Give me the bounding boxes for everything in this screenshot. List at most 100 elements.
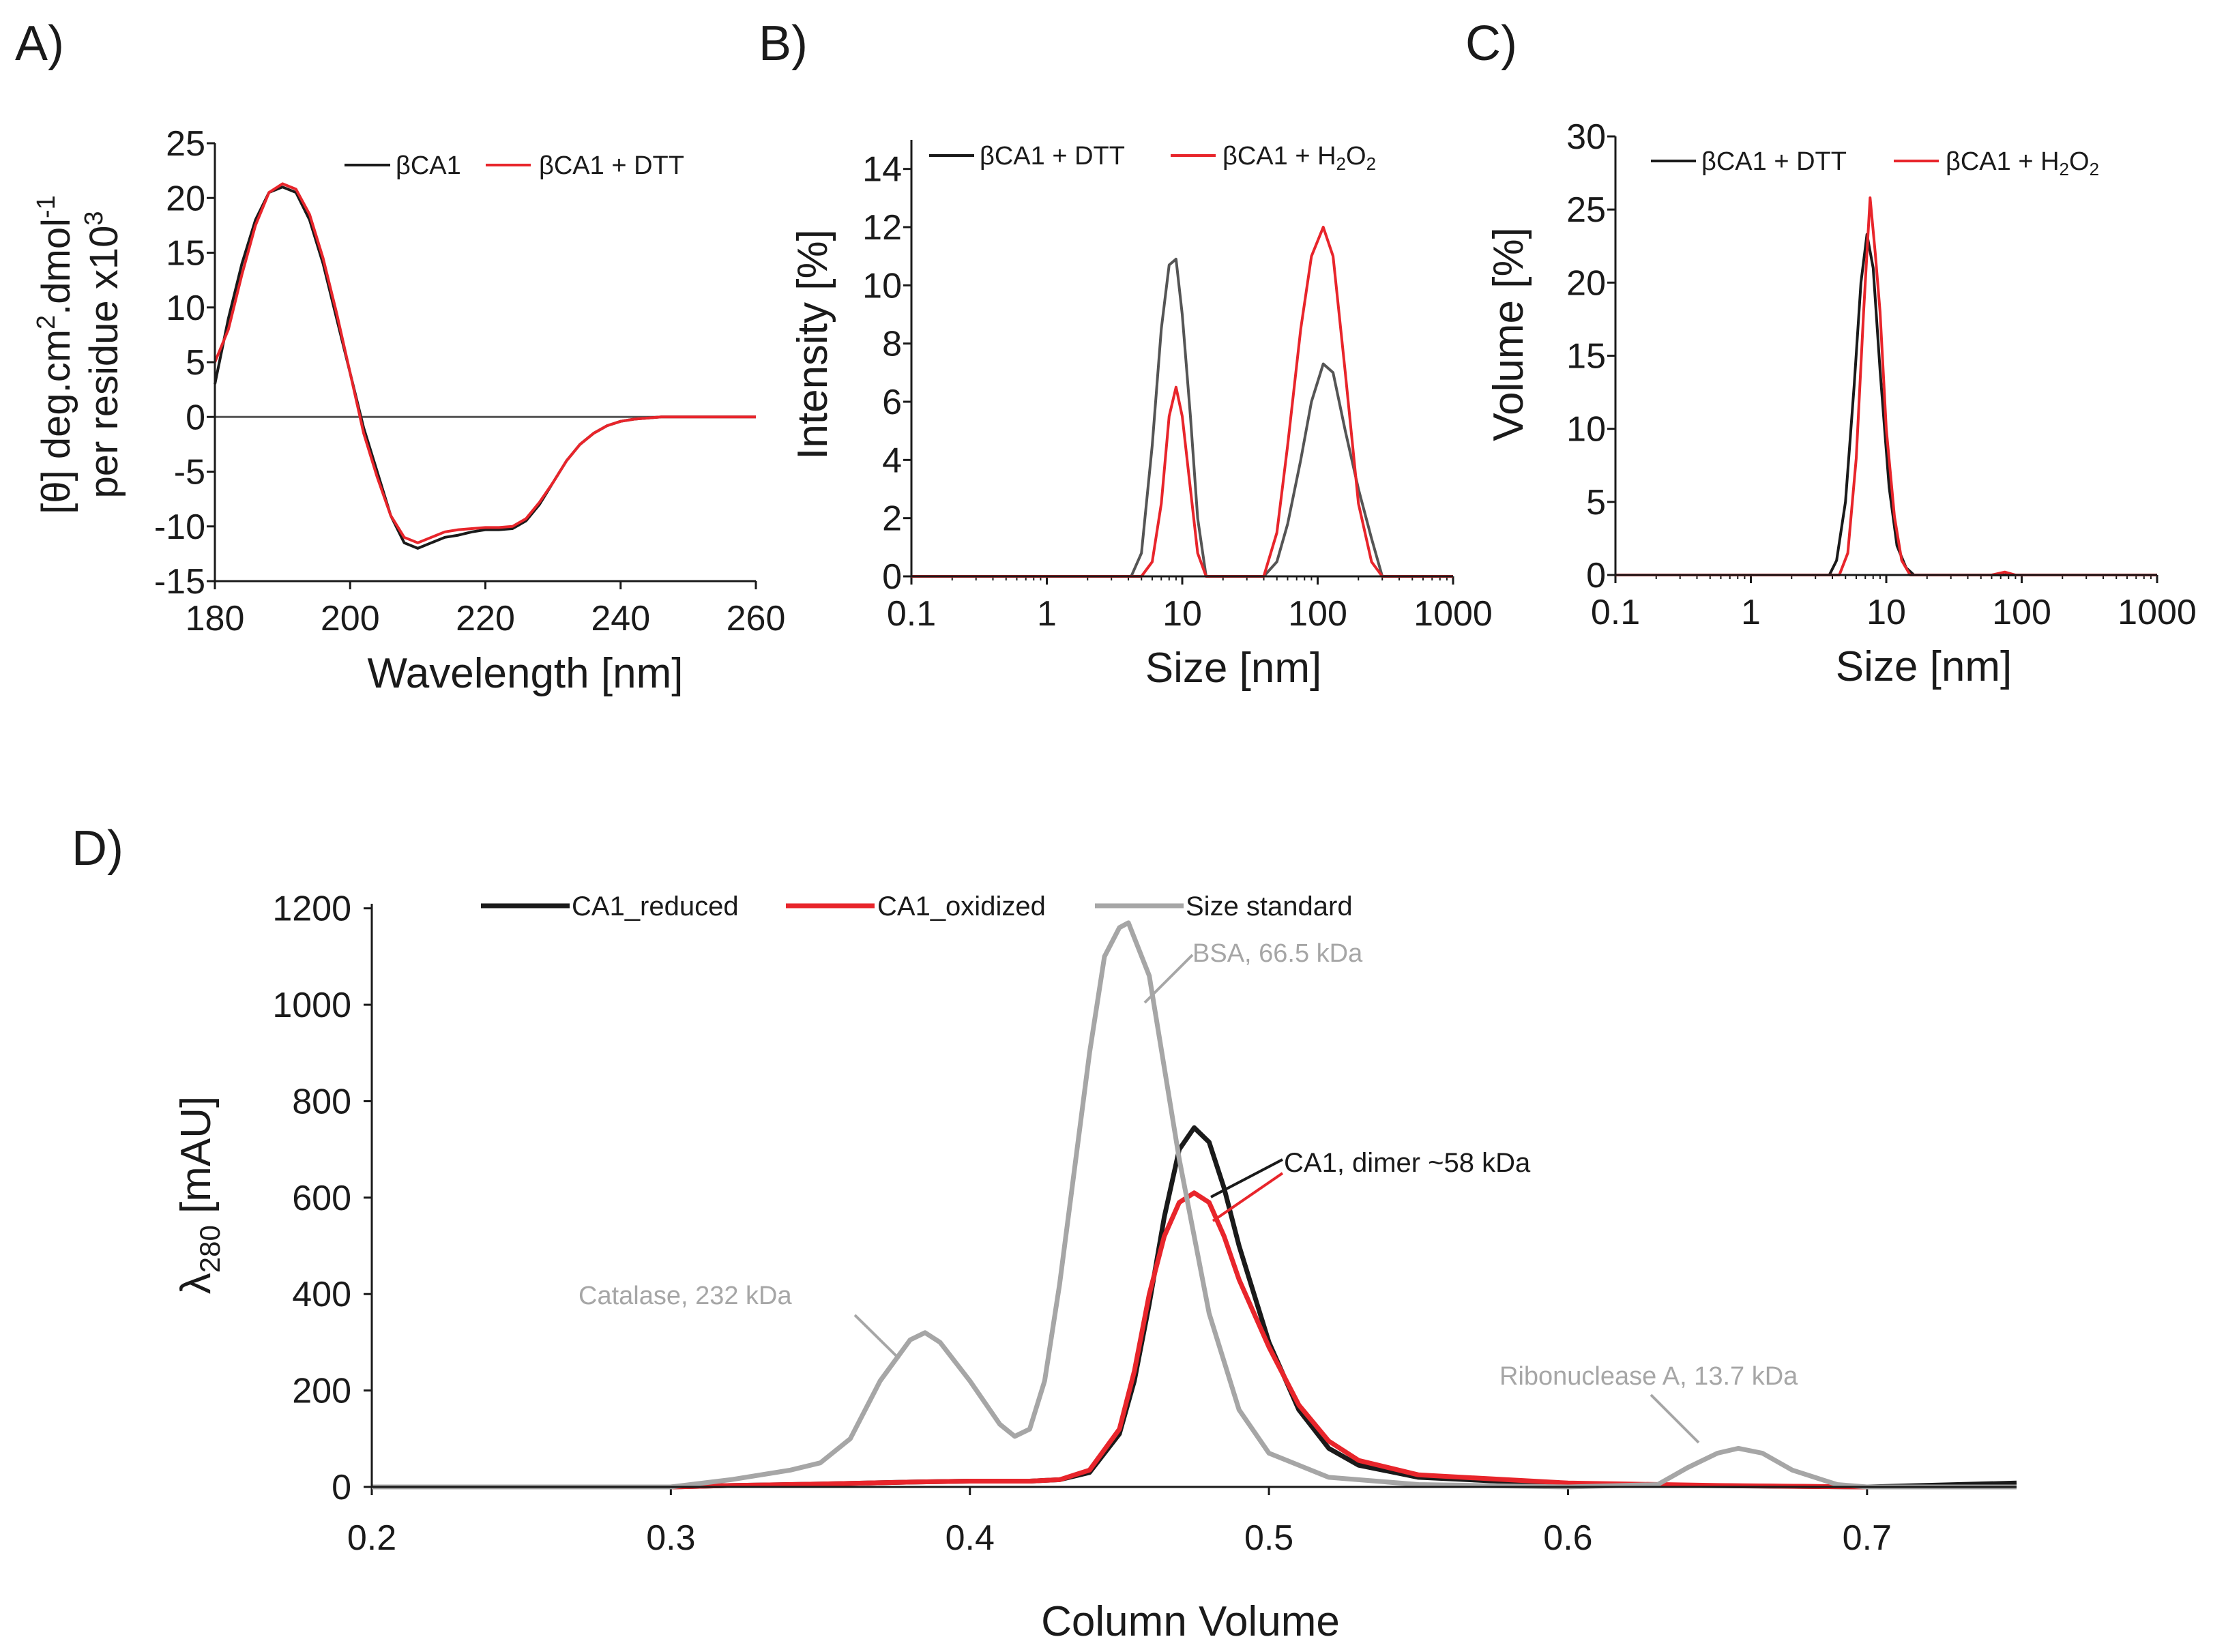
panel-a-ylabel-1: [θ] deg.cm2.dmol-1	[32, 195, 78, 514]
panel-d-xtick-label: 0.4	[946, 1518, 995, 1558]
panel-d-ytick-label: 1200	[272, 889, 351, 929]
panel-a-ylabel-2: per residue x103	[80, 211, 126, 499]
panel-c-ytick-label: 30	[1566, 117, 1606, 157]
panel-c-xtick-label: 100	[1992, 593, 2051, 632]
legend-c-label-2: βCA1 + H2O2	[1946, 147, 2099, 179]
panel-d-ticks: 0.2 0.3 0.4 0.5 0.6 0.7 0 200 400 600 800 1000 1200	[272, 889, 1892, 1558]
panel-d-ytick-label: 200	[292, 1372, 351, 1411]
panel-a-ytick-label: 25	[166, 124, 205, 164]
panel-a-xtick-label: 260	[727, 599, 786, 638]
panel-label-b: B)	[759, 16, 808, 71]
panel-b-ytick-label: 2	[882, 499, 902, 539]
panel-b-xtick-label: 10	[1162, 594, 1202, 634]
legend-d-label-3: Size standard	[1186, 891, 1353, 921]
panel-a-ytick-label: 10	[166, 289, 205, 328]
panel-a: 180 200 220 240 260 25 20 15 10 5 0 -5 -10 -15 βCA1 β…	[32, 124, 785, 697]
panel-a-ytick-label: 15	[166, 234, 205, 274]
panel-c-xtick-label: 10	[1866, 593, 1906, 632]
panel-b-ticks: 0.1 1 10 100 1000 0 2 4 6 8 10 12 14	[862, 150, 1493, 634]
panel-b-xtick-label: 1	[1037, 594, 1057, 634]
panel-d-ytick-label: 400	[292, 1275, 351, 1314]
panel-b-xtick-label: 0.1	[887, 594, 936, 634]
annotation-catalase-leader	[853, 1314, 900, 1360]
panel-d-ytick-label: 1000	[272, 986, 351, 1025]
panel-b-xtick-label: 100	[1288, 594, 1347, 634]
panel-c-xtick-label: 0.1	[1591, 593, 1640, 632]
panel-d: 0.2 0.3 0.4 0.5 0.6 0.7020040060080010001200 …	[173, 889, 2017, 1645]
panel-d-xtick-label: 0.5	[1244, 1518, 1293, 1558]
panel-b-ytick-label: 14	[862, 150, 902, 190]
panel-d-series-2	[372, 920, 2017, 1490]
panel-b-ytick-label: 10	[862, 266, 902, 306]
panel-a-ytick-label: 20	[166, 179, 205, 218]
legend-b-label-1: βCA1 + DTT	[980, 142, 1125, 171]
panel-d-ytick-label: 600	[292, 1179, 351, 1218]
panel-c-ytick-label: 25	[1566, 190, 1606, 230]
panel-c-xlabel: Size [nm]	[1836, 643, 2012, 690]
legend-d-label-1: CA1_reduced	[572, 891, 739, 921]
panel-d-xtick-label: 0.6	[1543, 1518, 1592, 1558]
panel-label-d: D)	[72, 821, 123, 876]
panel-a-xtick-label: 240	[591, 599, 650, 638]
panel-a-series-0	[214, 186, 756, 550]
panel-c-series-1	[1615, 196, 2157, 576]
panel-d-xtick-label: 0.3	[646, 1518, 695, 1558]
panel-b: 0.1 1 10 100 1000 0 2 4 6 8 10 12 14 βCA1 + DTT βCA1…	[789, 140, 1493, 692]
panel-a-xtick-label: 180	[186, 599, 245, 638]
annotation-ca1-leader-red	[1212, 1172, 1284, 1222]
panel-a-xlabel: Wavelength [nm]	[368, 650, 684, 697]
panel-a-xtick-label: 200	[321, 599, 380, 638]
annotation-rnase-leader	[1650, 1393, 1700, 1444]
panel-d-ytick-label: 0	[332, 1468, 351, 1507]
panel-b-ytick-label: 0	[882, 557, 902, 597]
panel-b-ytick-label: 8	[882, 325, 902, 364]
panel-d-series	[372, 920, 2017, 1490]
panel-c-ticks: 0.1 1 10 100 1000 0 5 10 15 20 25 30	[1566, 117, 2197, 632]
panel-c-ylabel: Volume [%]	[1485, 227, 1532, 441]
annotation-bsa-leader	[1143, 954, 1194, 1004]
panel-c: 0.1 1 10 100 1000 0 5 10 15 20 25 30 βCA1 + DTT βCA…	[1485, 117, 2197, 690]
panel-d-ylabel: λ280 [mAU]	[173, 1096, 226, 1295]
panel-c-xtick-label: 1	[1741, 593, 1761, 632]
panel-a-series-1	[214, 182, 756, 544]
panel-a-ytick-label: 5	[186, 343, 205, 383]
panel-a-ytick-label: -15	[154, 562, 205, 602]
annotation-ca1-leader-black	[1210, 1158, 1283, 1198]
panel-b-ylabel: Intensity [%]	[789, 229, 836, 460]
panel-b-series	[911, 226, 1453, 578]
panel-b-series-1	[911, 226, 1453, 578]
panel-c-ytick-label: 20	[1566, 263, 1606, 303]
panel-a-ytick-label: 0	[186, 398, 205, 437]
panel-d-xtick-label: 0.2	[347, 1518, 396, 1558]
legend-d-label-2: CA1_oxidized	[877, 891, 1046, 921]
annotation-catalase: Catalase, 232 kDa	[579, 1282, 792, 1310]
panel-d-xlabel: Column Volume	[1041, 1598, 1340, 1645]
panel-a-series	[214, 182, 756, 550]
panel-c-ytick-label: 5	[1586, 483, 1606, 522]
panel-label-a: A)	[15, 16, 64, 71]
panel-c-ytick-label: 10	[1566, 410, 1606, 449]
panel-b-xtick-label: 1000	[1414, 594, 1493, 634]
legend-b-label-2: βCA1 + H2O2	[1222, 142, 1376, 174]
panel-c-series-0	[1615, 233, 2157, 576]
panel-d-xtick-label: 0.7	[1843, 1518, 1892, 1558]
panel-d-ytick-label: 800	[292, 1082, 351, 1121]
panel-c-series	[1615, 196, 2157, 576]
panel-a-ytick-label: -5	[174, 453, 205, 492]
panel-c-xtick-label: 1000	[2118, 593, 2197, 632]
panel-b-ytick-label: 6	[882, 383, 902, 422]
panel-a-ticks: 180 200 220 240 260 25 20 15 10 5 0 -5 -10 -15	[154, 124, 786, 638]
panel-a-xtick-label: 220	[456, 599, 515, 638]
panel-b-ytick-label: 4	[882, 441, 902, 480]
panel-d-series-1	[372, 1190, 2017, 1490]
legend-a-label-2: βCA1 + DTT	[539, 151, 684, 180]
annotation-ca1: CA1, dimer ~58 kDa	[1284, 1148, 1531, 1178]
panel-c-ytick-label: 0	[1586, 556, 1606, 595]
panel-c-ytick-label: 15	[1566, 337, 1606, 377]
panel-a-ytick-label: -10	[154, 507, 205, 547]
panel-label-c: C)	[1465, 16, 1517, 71]
legend-a-label-1: βCA1	[396, 151, 461, 180]
annotation-bsa: BSA, 66.5 kDa	[1192, 939, 1363, 968]
panel-b-xlabel: Size [nm]	[1145, 645, 1321, 692]
